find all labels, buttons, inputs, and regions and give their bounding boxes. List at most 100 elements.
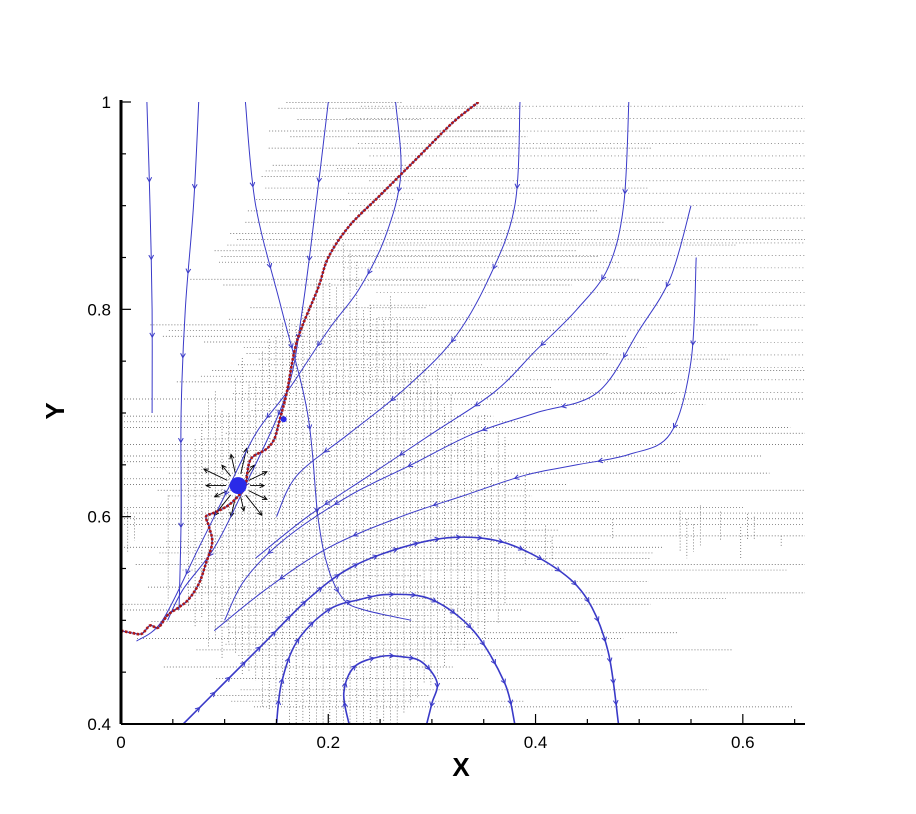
streamline-arrow (266, 412, 272, 419)
streamline-arrow (352, 531, 359, 537)
streamline-arrow (392, 547, 399, 553)
streamline-arrow (536, 554, 543, 561)
streamline-arrow (185, 568, 191, 575)
bubble-marker (229, 477, 247, 495)
streamline (255, 102, 630, 559)
adaptive-mesh (121, 102, 805, 724)
streamline-arrow (279, 574, 286, 580)
streamline-arrow (389, 652, 395, 659)
streamline-arrow (690, 340, 696, 347)
interface-curve (121, 102, 480, 636)
streamline (224, 205, 692, 621)
streamline-arrow (492, 263, 498, 270)
streamline (213, 257, 697, 632)
bubble (229, 416, 287, 495)
streamline-arrow (560, 402, 567, 409)
streamline-arrow (407, 461, 414, 467)
velocity-vector-head (240, 505, 246, 512)
streamline-arrow (294, 637, 300, 644)
streamline-arrow (584, 597, 590, 603)
streamline (244, 102, 412, 621)
streamline-arrow (306, 424, 313, 431)
streamline (146, 102, 153, 414)
streamline-arrow (434, 682, 441, 689)
interface-underlay (121, 102, 479, 635)
streamline-arrow (325, 608, 332, 614)
streamline-arrow (413, 541, 420, 547)
streamline-arrow (594, 616, 600, 623)
velocity-vector-head (202, 468, 209, 474)
streamline-arrow (240, 661, 246, 667)
streamline-arrow (333, 586, 339, 593)
velocity-vector-head (243, 447, 249, 454)
streamline-arrow (390, 395, 397, 402)
streamline-arrow (399, 450, 406, 456)
y-tick-label: 0.6 (87, 508, 111, 527)
y-tick-label: 0.4 (87, 715, 111, 734)
streamline (136, 102, 402, 642)
velocity-vector (203, 468, 228, 481)
streamline-arrow (267, 548, 274, 555)
streamline-arrow (333, 573, 340, 580)
streamline (182, 536, 620, 724)
streamline-arrow (342, 701, 348, 708)
streamline-arrow (277, 409, 283, 416)
x-tick-label: 0.4 (524, 733, 548, 752)
streamline-arrow (514, 183, 521, 190)
x-tick-label: 0.2 (316, 733, 340, 752)
streamline-arrow (449, 608, 456, 614)
velocity-vector-head (261, 495, 268, 500)
streamline-arrow (284, 656, 291, 663)
streamline-arrow (665, 281, 671, 288)
interface-probe-marker (280, 416, 287, 423)
streamline-arrow (194, 706, 201, 713)
streamline-arrow (285, 615, 291, 622)
streamline-arrow (333, 499, 340, 505)
streamline-arrow (255, 646, 262, 652)
velocity-vector-head (261, 471, 268, 476)
streamline-arrow (507, 699, 514, 706)
streamline-arrow (341, 681, 348, 688)
streamline-arrow (466, 623, 472, 629)
streamline-arrow (424, 664, 431, 671)
streamline-arrow (623, 352, 629, 359)
streamline-arrow (249, 181, 256, 188)
velocity-vector (230, 454, 236, 474)
streamline-arrow (477, 534, 483, 541)
streamline-arrow (450, 336, 457, 343)
streamline-arrow (601, 636, 607, 643)
streamline-arrow (410, 592, 417, 598)
streamline-arrow (180, 353, 186, 359)
velocity-vector-head (257, 510, 263, 517)
streamline-arrow (185, 268, 192, 275)
streamline-arrow (317, 340, 323, 347)
streamline-arrow (146, 177, 153, 183)
streamline-arrow (622, 188, 628, 195)
streamline-arrow (610, 678, 616, 685)
streamline-arrow (479, 640, 485, 647)
streamline-arrow (429, 701, 435, 708)
streamline-arrow (431, 597, 438, 603)
streamline-arrow (316, 586, 323, 593)
streamline-arrow (225, 676, 231, 683)
streamline-arrow (324, 499, 331, 506)
streamline (178, 102, 200, 611)
velocity-vector-head (259, 482, 266, 489)
streamline (275, 593, 516, 724)
streamline (167, 102, 329, 621)
streamline-arrow (191, 183, 198, 190)
y-ticks: 0.4 0.6 0.8 1 (87, 93, 131, 734)
streamline-arrow (316, 177, 323, 184)
streamline-arrow (224, 489, 230, 496)
streamline (276, 102, 521, 517)
streamline-arrow (517, 545, 524, 551)
streamline-arrow (367, 268, 373, 275)
streamline-arrow (554, 566, 561, 572)
velocity-vector-head (205, 482, 211, 489)
streamline-arrow (350, 664, 357, 671)
streamline-arrow (345, 599, 352, 606)
streamline-arrow (497, 538, 504, 544)
streamline-arrow (178, 522, 184, 529)
velocity-vector (248, 490, 268, 500)
interface-line (121, 102, 480, 636)
